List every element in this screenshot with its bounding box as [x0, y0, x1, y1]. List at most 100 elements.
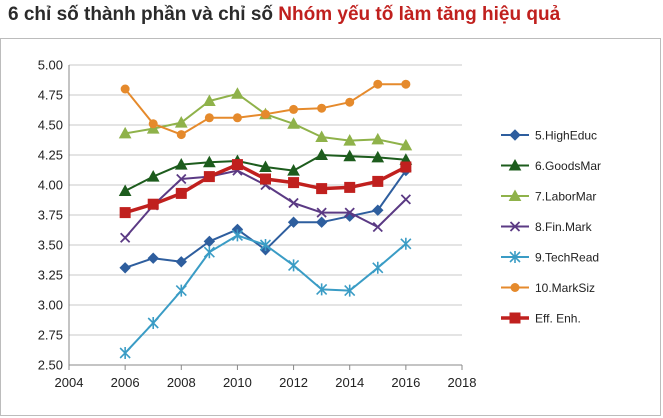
data-point: [289, 104, 299, 114]
data-point: [343, 149, 357, 162]
data-point: [259, 160, 272, 172]
data-point: [175, 187, 187, 199]
y-tick-label: 3.00: [38, 298, 63, 313]
data-point: [118, 184, 132, 196]
x-tick-label: 2018: [448, 375, 477, 390]
legend-item: 6.GoodsMar: [501, 158, 601, 173]
data-point: [399, 138, 413, 151]
legend: 5.HighEduc 6.GoodsMar 7.LaborMar 8.Fin.Mark…: [501, 129, 601, 326]
data-point: [400, 194, 411, 205]
data-point: [372, 221, 383, 233]
data-point: [231, 159, 243, 171]
series-8-fin-mark: [120, 165, 411, 243]
data-point: [148, 119, 158, 129]
series-line: [124, 92, 407, 147]
series-eff-enh-: [119, 159, 412, 219]
legend-label: Eff. Enh.: [535, 312, 581, 326]
legend-marker: [508, 158, 522, 171]
data-point: [316, 207, 327, 218]
series-7-labormar: [118, 87, 413, 151]
data-point: [401, 79, 411, 89]
legend-item: 10.MarkSiz: [501, 281, 595, 295]
data-point: [203, 246, 215, 259]
data-point: [315, 216, 328, 228]
data-point: [400, 237, 412, 250]
data-point: [174, 116, 188, 128]
data-point: [261, 109, 270, 119]
x-tick-label: 2008: [167, 375, 196, 390]
data-point: [147, 252, 159, 264]
data-point: [259, 239, 272, 251]
chart-frame: 2.50 2.75 3.00 3.25 3.50 3.75 4.00 4.25 4.50 4.75…: [0, 38, 661, 416]
data-point: [119, 207, 131, 219]
data-point: [176, 130, 186, 140]
data-point: [203, 171, 215, 183]
data-point: [175, 284, 187, 297]
y-tick-label: 3.50: [38, 238, 63, 253]
data-point: [203, 94, 216, 106]
legend-label: 7.LaborMar: [535, 190, 596, 204]
data-point: [316, 283, 328, 296]
data-point: [344, 284, 356, 297]
data-point: [119, 347, 131, 359]
line-chart: 2.50 2.75 3.00 3.25 3.50 3.75 4.00 4.25 4.50 4.75…: [38, 58, 601, 391]
legend-marker: [510, 283, 520, 292]
data-point: [288, 177, 300, 189]
legend-label: 9.TechRead: [535, 251, 599, 265]
data-point: [175, 256, 187, 268]
data-point: [372, 204, 384, 216]
chart-title: 6 chỉ số thành phần và chỉ số Nhóm yếu t…: [8, 4, 560, 26]
axis-layer: 2.50 2.75 3.00 3.25 3.50 3.75 4.00 4.25 4.50 4.75…: [38, 58, 477, 391]
legend-label: 10.MarkSiz: [535, 281, 595, 295]
y-tick-label: 4.00: [38, 178, 63, 193]
x-tick-label: 2016: [391, 375, 420, 390]
x-tick-label: 2010: [223, 375, 252, 390]
legend-item: 8.Fin.Mark: [501, 220, 593, 234]
data-point: [316, 183, 328, 195]
data-point: [372, 175, 384, 187]
x-tick-label: 2012: [279, 375, 308, 390]
data-point: [344, 207, 355, 218]
series-10-marksiz: [120, 79, 411, 140]
data-point: [120, 84, 130, 94]
data-point: [343, 134, 357, 146]
x-tick-label: 2014: [335, 375, 364, 390]
data-point: [232, 113, 242, 123]
y-tick-label: 2.50: [38, 358, 63, 373]
data-point: [231, 229, 243, 242]
x-tick-label: 2004: [55, 375, 84, 390]
data-point: [288, 259, 300, 272]
legend-label: 6.GoodsMar: [535, 159, 601, 173]
data-point: [146, 170, 160, 182]
data-point: [174, 158, 188, 170]
data-point: [344, 181, 356, 193]
data-point: [147, 317, 159, 329]
title-part-2: Nhóm yếu tố làm tăng hiệu quả: [278, 4, 561, 25]
data-point: [315, 148, 328, 160]
y-tick-label: 4.75: [38, 88, 63, 103]
y-tick-label: 3.75: [38, 208, 63, 223]
legend-marker: [508, 189, 522, 201]
series-9-techread: [119, 229, 412, 359]
y-tick-label: 2.75: [38, 328, 63, 343]
data-point: [315, 130, 328, 142]
data-point: [317, 103, 327, 113]
y-tick-label: 4.50: [38, 118, 63, 133]
legend-item: Eff. Enh.: [501, 312, 581, 326]
data-point: [119, 262, 131, 274]
series-layer: [118, 79, 413, 359]
title-part-1: 6 chỉ số thành phần và chỉ số: [8, 4, 279, 25]
data-point: [120, 232, 131, 243]
y-tick-label: 3.25: [38, 268, 63, 283]
legend-item: 7.LaborMar: [501, 189, 596, 204]
legend-marker: [509, 221, 521, 232]
series-6-goodsmar: [118, 148, 413, 196]
y-tick-label: 4.25: [38, 148, 63, 163]
data-point: [287, 164, 300, 176]
legend-marker: [509, 129, 521, 141]
legend-item: 9.TechRead: [501, 251, 599, 265]
data-point: [287, 216, 300, 228]
legend-label: 8.Fin.Mark: [535, 220, 593, 234]
data-point: [231, 87, 244, 99]
legend-marker: [509, 251, 521, 263]
